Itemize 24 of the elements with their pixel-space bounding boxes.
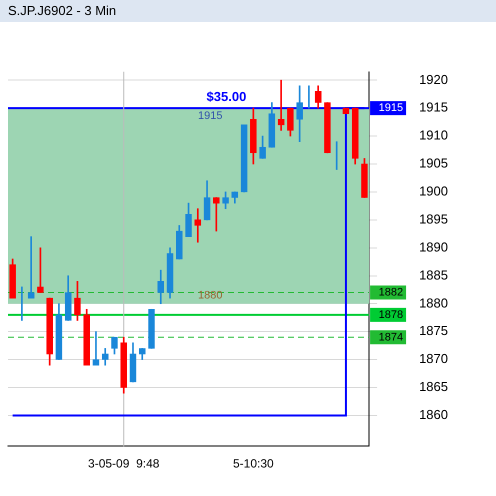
y-tick-label: 1910 (419, 128, 448, 143)
candlestick (92, 331, 100, 366)
y-tick-label: 1920 (419, 72, 448, 87)
y-tick-label: 1880 (419, 295, 448, 310)
y-tick-label: 1905 (419, 156, 448, 171)
x-tick-label: 3-05-09 9:48 (88, 456, 160, 471)
y-tick-label: 1915 (419, 100, 448, 115)
chart-title: S.JP.J6902 - 3 Min (0, 0, 496, 22)
y-tick-label: 1860 (419, 407, 448, 422)
y-tick-label: 1895 (419, 211, 448, 226)
ref-line-label: 1882 (378, 286, 404, 299)
annotation: 1880 (198, 290, 222, 302)
annotation: 1915 (198, 110, 222, 122)
x-tick-label: 5-10:30 (233, 456, 274, 471)
band-label: $35.00 (206, 89, 246, 104)
y-tick-label: 1875 (419, 323, 448, 338)
y-tick-label: 1870 (419, 351, 448, 366)
y-tick-label: 1890 (419, 239, 448, 254)
y-tick-label: 1865 (419, 379, 448, 394)
ref-line-label: 1874 (378, 331, 404, 344)
y-tick-label: 1900 (419, 184, 448, 199)
ref-line-label: 1878 (378, 308, 404, 321)
y-tick-label: 1885 (419, 267, 448, 282)
ref-line-label: 1915 (378, 102, 404, 114)
